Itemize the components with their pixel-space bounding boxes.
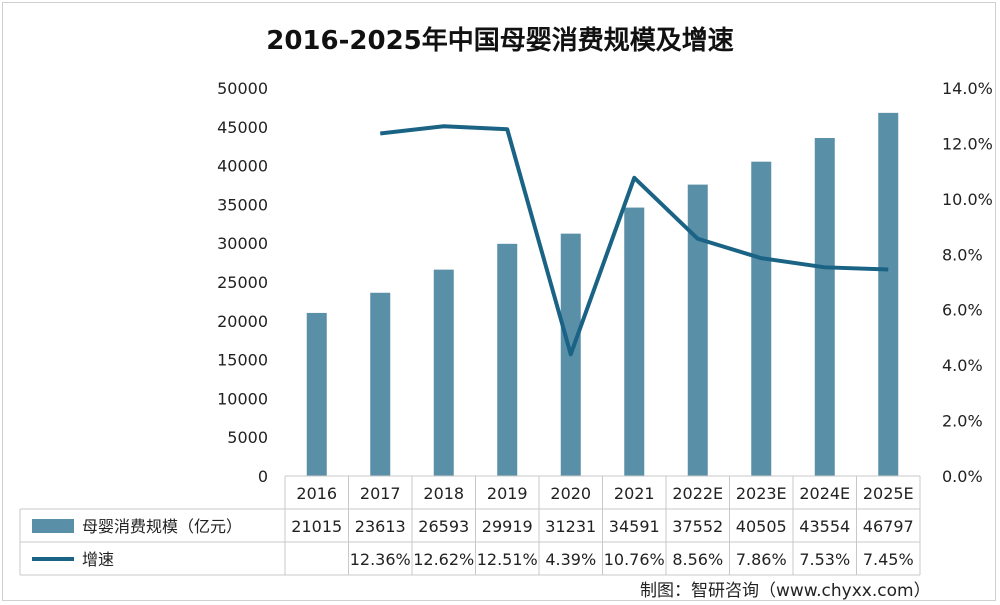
y-right-tick-label: 12.0% (942, 134, 993, 153)
y-left-tick-label: 50000 (217, 79, 268, 98)
bar-value-label: 34591 (609, 517, 660, 536)
bar-value-label: 43554 (799, 517, 850, 536)
x-tick-label: 2022E (672, 484, 723, 503)
bar-2016 (306, 312, 327, 476)
y-left-tick-label: 35000 (217, 195, 268, 214)
legend-label-bars: 母婴消费规模（亿元） (82, 517, 242, 536)
y-left-tick-label: 10000 (217, 389, 268, 408)
legend-key-bars (32, 519, 74, 533)
y-left-tick-label: 15000 (217, 351, 268, 370)
growth-value-label: 4.39% (545, 550, 596, 569)
bar-value-label: 26593 (418, 517, 469, 536)
bar-value-label: 46797 (863, 517, 914, 536)
bar-value-label: 37552 (672, 517, 723, 536)
y-left-tick-label: 40000 (217, 157, 268, 176)
bar-2018 (433, 269, 454, 476)
growth-value-label: 7.53% (799, 550, 850, 569)
y-right-tick-label: 8.0% (942, 245, 983, 264)
bar-value-label: 40505 (736, 517, 787, 536)
x-tick-label: 2016 (296, 484, 337, 503)
x-tick-label: 2024E (799, 484, 850, 503)
growth-value-label: 7.86% (736, 550, 787, 569)
y-left-tick-label: 30000 (217, 234, 268, 253)
y-left-tick-label: 5000 (227, 428, 268, 447)
chart-title: 2016-2025年中国母婴消费规模及增速 (266, 26, 734, 56)
y-right-tick-label: 0.0% (942, 467, 983, 486)
bar-2017 (370, 292, 391, 476)
growth-value-label: 8.56% (672, 550, 723, 569)
y-right-tick-label: 14.0% (942, 79, 993, 98)
y-left-tick-label: 20000 (217, 312, 268, 331)
bar-2022E (687, 184, 708, 476)
bar-value-label: 29919 (482, 517, 533, 536)
growth-value-label: 12.62% (413, 550, 474, 569)
source-credit: 制图：智研咨询（www.chyxx.com） (640, 581, 931, 601)
y-right-tick-label: 4.0% (942, 356, 983, 375)
legend-label-line: 增速 (82, 550, 114, 569)
bar-2021 (624, 207, 645, 476)
bar-2023E (751, 161, 772, 476)
y-right-tick-label: 10.0% (942, 190, 993, 209)
growth-value-label: 12.51% (477, 550, 538, 569)
bar-value-label: 31231 (545, 517, 596, 536)
x-tick-label: 2018 (423, 484, 464, 503)
y-right-tick-label: 6.0% (942, 301, 983, 320)
y-left-tick-label: 0 (258, 467, 268, 486)
y-left-tick-label: 45000 (217, 118, 268, 137)
bar-2019 (497, 243, 518, 476)
x-tick-label: 2023E (736, 484, 787, 503)
x-tick-label: 2021 (614, 484, 655, 503)
y-right-tick-label: 2.0% (942, 412, 983, 431)
bar-value-label: 23613 (355, 517, 406, 536)
bar-2024E (814, 138, 835, 476)
growth-value-label: 12.36% (350, 550, 411, 569)
growth-value-label: 7.45% (863, 550, 914, 569)
y-left-tick-label: 25000 (217, 273, 268, 292)
x-tick-label: 2017 (360, 484, 401, 503)
x-tick-label: 2019 (487, 484, 528, 503)
x-tick-label: 2025E (863, 484, 914, 503)
bar-value-label: 21015 (291, 517, 342, 536)
growth-value-label: 10.76% (604, 550, 665, 569)
x-tick-label: 2020 (550, 484, 591, 503)
bar-2025E (878, 112, 899, 476)
